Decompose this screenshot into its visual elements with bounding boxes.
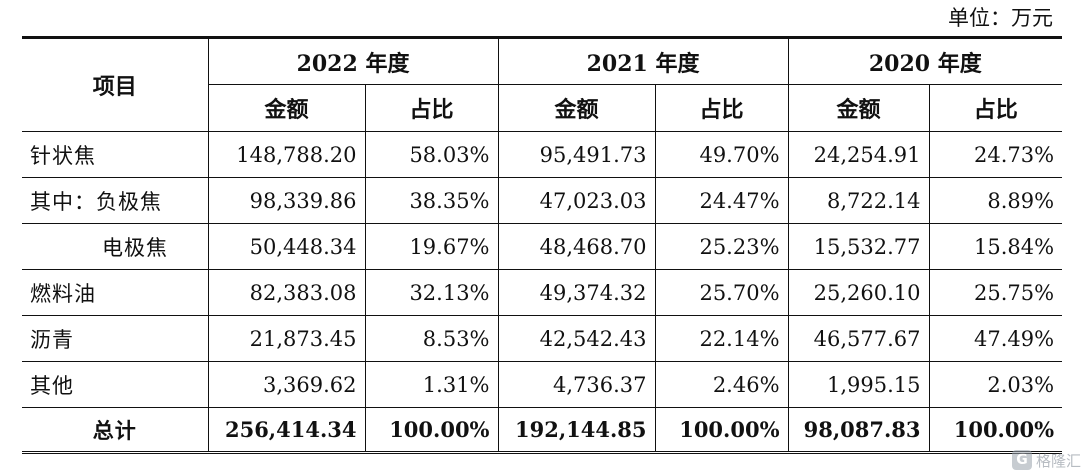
- amount-header-2020: 金额: [787, 84, 930, 132]
- table-row: 沥青 21,873.45 8.53% 42,542.43 22.14% 46,5…: [22, 315, 1063, 362]
- amount-header-2022: 金额: [208, 84, 366, 132]
- total-share-2020: 100.00%: [928, 407, 1063, 454]
- share-2020-cell: 2.03%: [928, 361, 1063, 408]
- watermark: G 格隆汇: [1011, 449, 1081, 471]
- share-2021-cell: 22.14%: [654, 315, 789, 362]
- unit-note: 单位：万元: [948, 6, 1053, 30]
- amount-2021-cell: 4,736.37: [497, 361, 656, 408]
- table-row: 针状焦 148,788.20 58.03% 95,491.73 49.70% 2…: [22, 131, 1063, 178]
- table-row: 燃料油 82,383.08 32.13% 49,374.32 25.70% 25…: [22, 269, 1063, 316]
- watermark-logo-icon: G: [1011, 450, 1032, 470]
- table-header: 项目 2022 年度 2021 年度 2020 年度 金额 占比 金额 占比 金…: [22, 36, 1063, 132]
- year-header-2020: 2020 年度: [787, 36, 1063, 85]
- amount-2022-cell: 98,339.86: [207, 177, 366, 224]
- share-2020-cell: 24.73%: [928, 131, 1063, 178]
- amount-2022-cell: 21,873.45: [207, 315, 366, 362]
- share-2022-cell: 58.03%: [364, 131, 499, 178]
- amount-2020-cell: 46,577.67: [787, 315, 930, 362]
- amount-2022-cell: 3,369.62: [207, 361, 366, 408]
- year-header-2021: 2021 年度: [497, 36, 789, 85]
- total-amount-2021: 192,144.85: [497, 407, 656, 454]
- table-row: 其中：负极焦 98,339.86 38.35% 47,023.03 24.47%…: [22, 177, 1063, 224]
- amount-2020-cell: 8,722.14: [787, 177, 930, 224]
- share-header-2020: 占比: [928, 84, 1063, 132]
- share-2020-cell: 8.89%: [928, 177, 1063, 224]
- total-share-2021: 100.00%: [654, 407, 789, 454]
- amount-2022-cell: 50,448.34: [207, 223, 366, 270]
- share-2020-cell: 47.49%: [928, 315, 1063, 362]
- share-2021-cell: 49.70%: [654, 131, 789, 178]
- share-header-2021: 占比: [654, 84, 789, 132]
- share-2021-cell: 24.47%: [654, 177, 789, 224]
- amount-2021-cell: 95,491.73: [497, 131, 656, 178]
- share-header-2022: 占比: [364, 84, 499, 132]
- amount-2022-cell: 82,383.08: [207, 269, 366, 316]
- total-amount-2022: 256,414.34: [207, 407, 366, 454]
- total-label: 总计: [22, 407, 209, 454]
- row-label: 针状焦: [22, 131, 209, 178]
- row-label: 电极焦: [22, 223, 209, 270]
- item-column-header: 项目: [22, 36, 209, 132]
- total-share-2022: 100.00%: [364, 407, 499, 454]
- share-2022-cell: 8.53%: [364, 315, 499, 362]
- revenue-table-container: 项目 2022 年度 2021 年度 2020 年度 金额 占比 金额 占比 金…: [22, 36, 1063, 454]
- amount-2022-cell: 148,788.20: [207, 131, 366, 178]
- share-2021-cell: 25.23%: [654, 223, 789, 270]
- share-2022-cell: 19.67%: [364, 223, 499, 270]
- amount-2020-cell: 24,254.91: [787, 131, 930, 178]
- table-row: 其他 3,369.62 1.31% 4,736.37 2.46% 1,995.1…: [22, 361, 1063, 408]
- share-2020-cell: 25.75%: [928, 269, 1063, 316]
- header-row-metrics: 金额 占比 金额 占比 金额 占比: [22, 84, 1063, 132]
- total-row: 总计 256,414.34 100.00% 192,144.85 100.00%…: [22, 407, 1063, 454]
- share-2021-cell: 25.70%: [654, 269, 789, 316]
- row-label: 其中：负极焦: [22, 177, 209, 224]
- row-label: 其他: [22, 361, 209, 408]
- amount-2020-cell: 25,260.10: [787, 269, 930, 316]
- share-2022-cell: 38.35%: [364, 177, 499, 224]
- share-2020-cell: 15.84%: [928, 223, 1063, 270]
- watermark-text: 格隆汇: [1035, 451, 1081, 470]
- total-amount-2020: 98,087.83: [787, 407, 930, 454]
- amount-2020-cell: 15,532.77: [787, 223, 930, 270]
- amount-2021-cell: 47,023.03: [497, 177, 656, 224]
- amount-2021-cell: 49,374.32: [497, 269, 656, 316]
- row-label: 燃料油: [22, 269, 209, 316]
- amount-header-2021: 金额: [497, 84, 656, 132]
- header-row-years: 项目 2022 年度 2021 年度 2020 年度: [22, 36, 1063, 132]
- year-header-2022: 2022 年度: [207, 36, 499, 85]
- share-2022-cell: 1.31%: [364, 361, 499, 408]
- amount-2021-cell: 48,468.70: [497, 223, 656, 270]
- share-2022-cell: 32.13%: [364, 269, 499, 316]
- row-label: 沥青: [22, 315, 209, 362]
- share-2021-cell: 2.46%: [654, 361, 789, 408]
- amount-2021-cell: 42,542.43: [497, 315, 656, 362]
- amount-2020-cell: 1,995.15: [787, 361, 930, 408]
- table-row: 电极焦 50,448.34 19.67% 48,468.70 25.23% 15…: [22, 223, 1063, 270]
- table-body: 针状焦 148,788.20 58.03% 95,491.73 49.70% 2…: [22, 131, 1063, 454]
- revenue-breakdown-table: 项目 2022 年度 2021 年度 2020 年度 金额 占比 金额 占比 金…: [22, 36, 1063, 454]
